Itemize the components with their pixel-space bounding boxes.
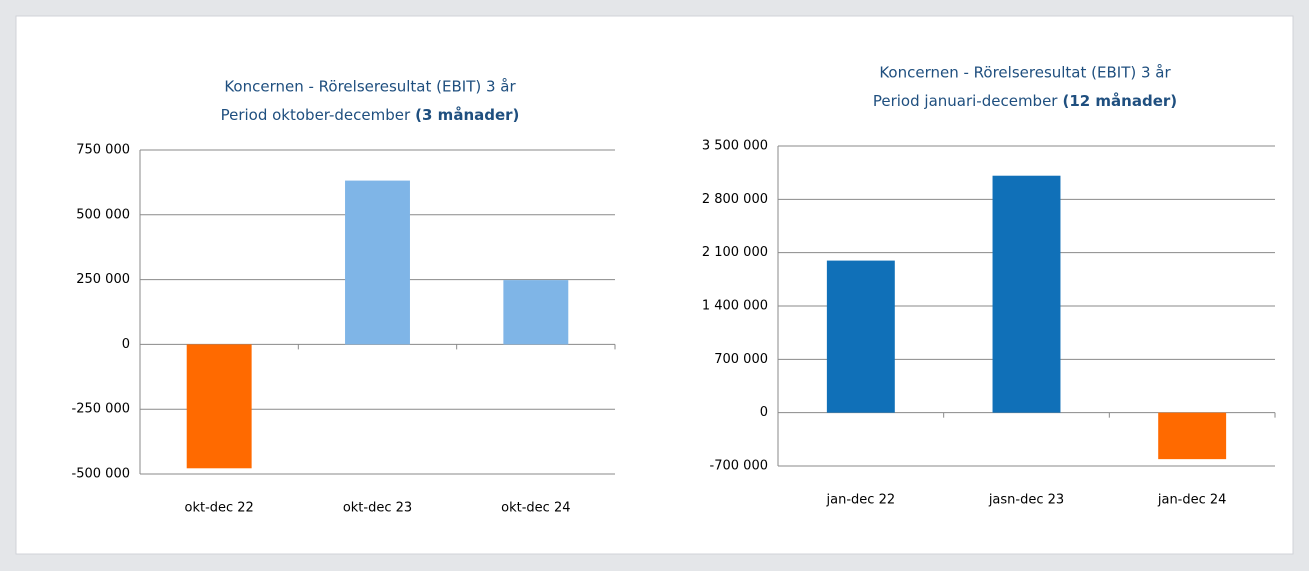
y-tick-label: 700 000 (714, 352, 768, 367)
y-tick-label: 500 000 (76, 207, 130, 222)
chart-subtitle: Period oktober-december (3 månader) (221, 106, 520, 124)
y-tick-label: 3 500 000 (702, 139, 768, 154)
subtitle-text: Period januari-december (873, 92, 1058, 110)
bar (992, 175, 1061, 413)
y-tick-label: 2 100 000 (702, 245, 768, 260)
subtitle-note: (3 månader) (415, 106, 519, 124)
y-tick-label: 0 (760, 405, 768, 420)
y-tick-label: 750 000 (76, 143, 130, 158)
bar (186, 344, 252, 469)
y-tick-label: -500 000 (72, 467, 130, 482)
x-tick-label: okt-dec 24 (501, 501, 570, 516)
x-tick-label: okt-dec 23 (343, 501, 412, 516)
x-tick-label: jasn-dec 23 (988, 493, 1064, 508)
y-tick-label: -250 000 (72, 402, 130, 417)
x-tick-label: jan-dec 22 (826, 493, 896, 508)
y-tick-label: 250 000 (76, 272, 130, 287)
subtitle-text: Period oktober-december (221, 106, 411, 124)
bar (1158, 412, 1227, 460)
y-tick-label: 1 400 000 (702, 299, 768, 314)
y-tick-label: 2 800 000 (702, 192, 768, 207)
chart-title: Koncernen - Rörelseresultat (EBIT) 3 år (224, 78, 516, 96)
chart-subtitle: Period januari-december (12 månader) (873, 92, 1177, 110)
x-tick-label: jan-dec 24 (1157, 493, 1227, 508)
y-tick-label: 0 (122, 337, 130, 352)
chart-title: Koncernen - Rörelseresultat (EBIT) 3 år (879, 64, 1171, 82)
bar (503, 280, 569, 345)
x-tick-label: okt-dec 22 (184, 501, 253, 516)
subtitle-note: (12 månader) (1062, 92, 1177, 110)
y-tick-label: -700 000 (710, 459, 768, 474)
bar (826, 260, 895, 413)
bar (345, 180, 410, 345)
